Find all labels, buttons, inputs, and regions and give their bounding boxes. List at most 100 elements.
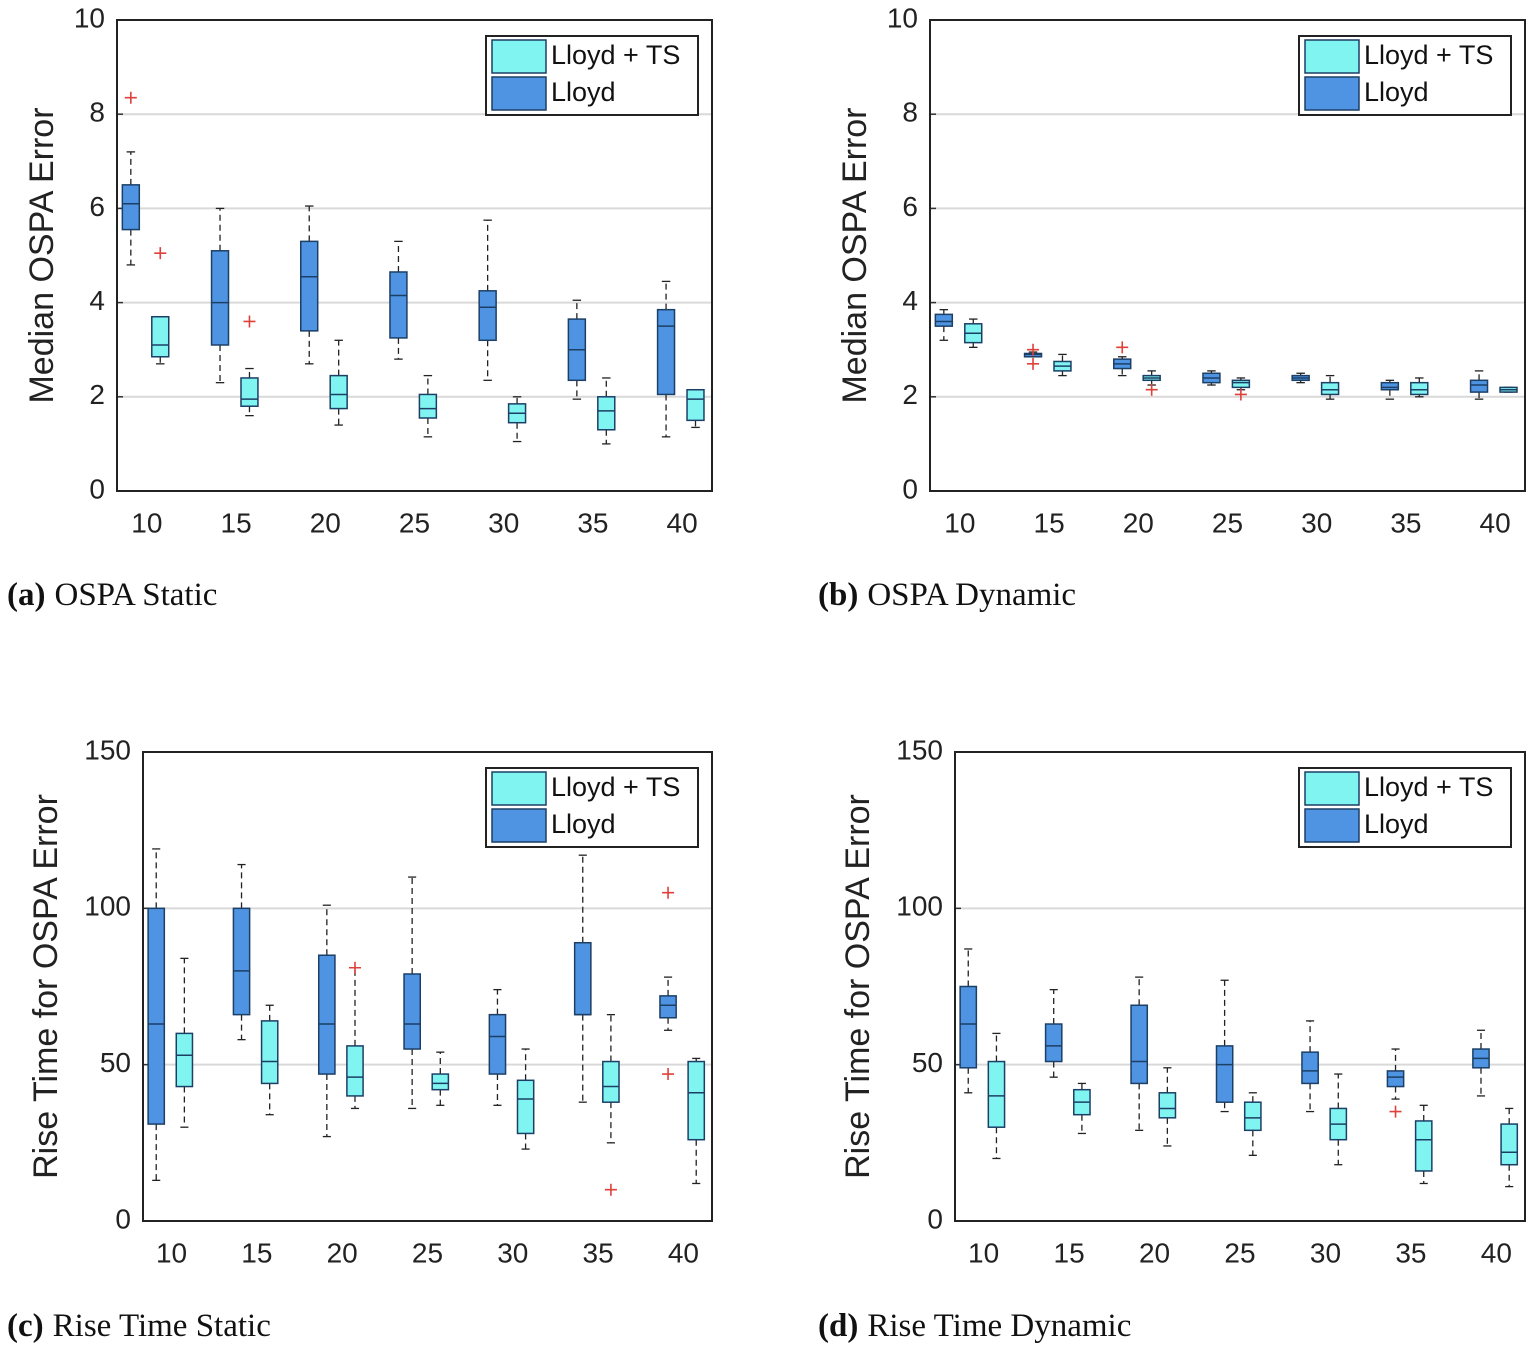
x-tick-label: 25: [1224, 1237, 1255, 1268]
legend-swatch: [491, 76, 547, 111]
x-tick-label: 20: [327, 1237, 358, 1268]
outlier: [1389, 1105, 1402, 1118]
box: [431, 1073, 450, 1091]
box: [516, 1079, 535, 1135]
legend-swatch: [491, 39, 547, 74]
x-tick-label: 25: [412, 1237, 443, 1268]
legend-swatch: [1304, 39, 1360, 74]
x-tick-label: 35: [583, 1237, 614, 1268]
box: [210, 250, 230, 346]
x-tick-label: 30: [1310, 1237, 1341, 1268]
y-axis-title: Rise Time for OSPA Error: [27, 794, 65, 1179]
x-tick-label: 30: [1301, 507, 1332, 538]
legend-label: Lloyd + TS: [1364, 40, 1493, 70]
box: [602, 1060, 620, 1103]
y-tick-label: 6: [89, 191, 105, 222]
outlier: [604, 1183, 617, 1196]
outlier: [1234, 388, 1247, 401]
axes-frame: [116, 19, 713, 492]
caption-text: OSPA Dynamic: [867, 577, 1076, 613]
x-tick-label: 40: [1481, 1237, 1512, 1268]
outlier: [1145, 383, 1158, 396]
y-tick-label: 2: [902, 379, 918, 410]
box: [573, 941, 592, 1016]
box: [317, 954, 336, 1075]
axes-frame: [142, 751, 713, 1222]
legend-label: Lloyd + TS: [551, 772, 680, 802]
axes-frame: [954, 751, 1526, 1222]
y-tick-label: 4: [902, 285, 918, 316]
y-axis-title: Rise Time for OSPA Error: [839, 794, 877, 1179]
x-tick-label: 10: [944, 507, 975, 538]
y-tick-label: 50: [100, 1047, 131, 1078]
x-tick-label: 35: [1390, 507, 1421, 538]
x-tick-label: 30: [497, 1237, 528, 1268]
legend-swatch: [491, 808, 547, 843]
x-tick-label: 40: [668, 1237, 699, 1268]
box: [1469, 379, 1489, 393]
x-tick-label: 25: [399, 507, 430, 538]
caption: (b) OSPA Dynamic: [818, 577, 1076, 613]
caption-text: OSPA Static: [54, 577, 217, 613]
x-tick-label: 40: [1480, 507, 1511, 538]
box: [488, 1013, 507, 1075]
box: [121, 184, 141, 231]
legend-label: Lloyd + TS: [551, 40, 680, 70]
caption: (c) Rise Time Static: [7, 1308, 271, 1344]
box: [1243, 1101, 1262, 1132]
outlier: [1116, 341, 1129, 354]
y-tick-label: 0: [89, 473, 105, 504]
x-tick-label: 10: [131, 507, 162, 538]
legend-label: Lloyd: [1364, 809, 1429, 839]
box: [1380, 381, 1400, 391]
x-tick-label: 15: [221, 507, 252, 538]
caption: (a) OSPA Static: [7, 577, 217, 613]
box: [656, 308, 676, 396]
caption-label: (d): [818, 1308, 858, 1344]
y-tick-label: 150: [896, 734, 943, 765]
y-tick-label: 2: [89, 379, 105, 410]
caption-label: (c): [7, 1308, 44, 1344]
box: [1386, 1070, 1405, 1088]
box: [934, 313, 954, 327]
y-tick-label: 0: [927, 1203, 943, 1234]
legend-label: Lloyd: [551, 809, 616, 839]
outlier: [662, 886, 675, 899]
caption-label: (a): [7, 577, 45, 613]
x-tick-label: 35: [577, 507, 608, 538]
outlier: [1027, 343, 1040, 356]
legend-swatch: [1304, 771, 1360, 806]
box: [403, 973, 421, 1050]
panel: 0 2 4 6 8 10 10 15 20 25 30 35 40 Lloyd + TS Lloyd Medi…: [7, 2, 713, 613]
box: [1231, 379, 1251, 389]
box: [232, 907, 251, 1016]
box: [175, 1032, 194, 1088]
legend-label: Lloyd: [551, 77, 616, 107]
outlier: [124, 91, 137, 104]
y-tick-label: 8: [902, 97, 918, 128]
x-tick-label: 25: [1212, 507, 1243, 538]
legend-swatch: [1304, 808, 1360, 843]
y-tick-label: 100: [896, 891, 943, 922]
box: [1130, 1004, 1149, 1085]
box: [1301, 1051, 1319, 1085]
y-tick-label: 100: [84, 891, 131, 922]
y-tick-label: 0: [115, 1203, 131, 1234]
y-tick-label: 10: [887, 2, 918, 33]
y-tick-label: 4: [89, 285, 105, 316]
box: [151, 315, 170, 358]
x-tick-label: 20: [310, 507, 341, 538]
axes-frame: [929, 19, 1526, 492]
box: [686, 388, 705, 422]
x-tick-label: 10: [968, 1237, 999, 1268]
y-tick-label: 6: [902, 191, 918, 222]
panel: 0 50 100 150 10 15 20 25 30 35 40 Lloyd + TS Lloyd Ri…: [7, 734, 713, 1344]
y-axis-title: Median OSPA Error: [836, 107, 874, 403]
x-tick-label: 20: [1123, 507, 1154, 538]
outlier: [662, 1068, 675, 1081]
y-axis-title: Median OSPA Error: [23, 107, 61, 403]
x-tick-label: 10: [156, 1237, 187, 1268]
box: [959, 985, 978, 1069]
box: [1044, 1023, 1063, 1063]
